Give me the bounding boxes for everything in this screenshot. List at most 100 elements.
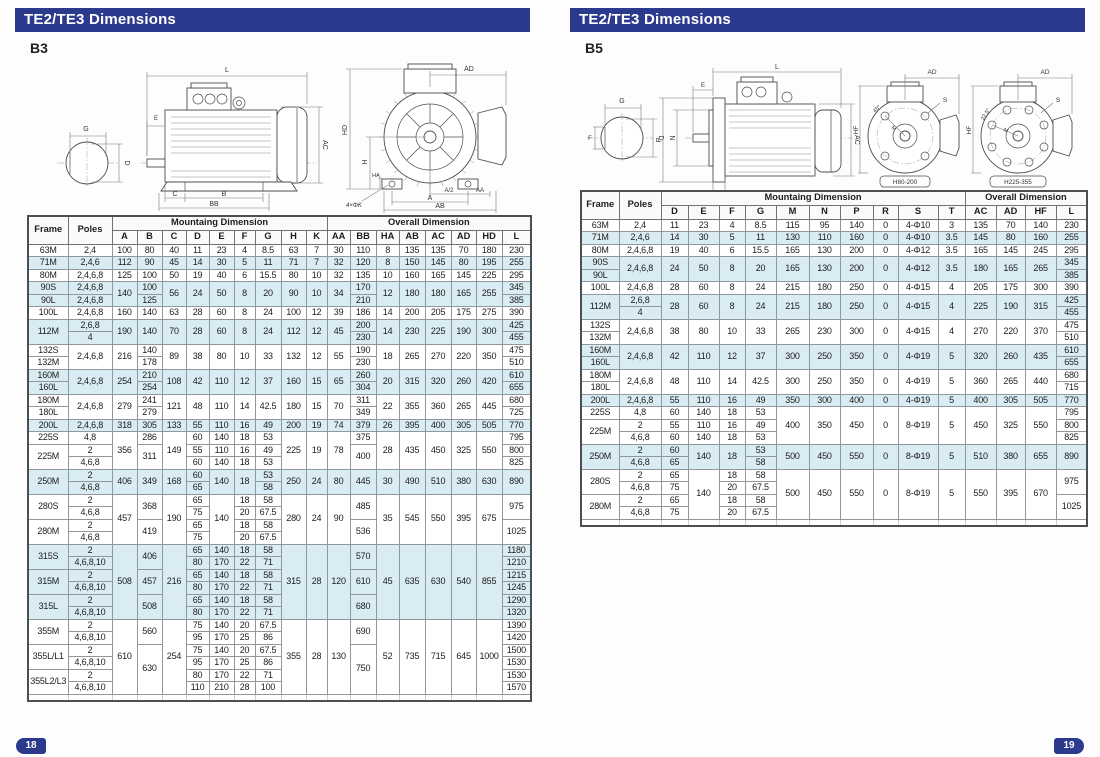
table-cell: 24 — [744, 293, 777, 320]
table-cell: 505 — [475, 418, 503, 432]
table-cell: 11 — [660, 218, 689, 232]
table-cell: 65 — [660, 493, 689, 507]
table-cell: 345 — [501, 281, 532, 295]
table-cell: 10 — [375, 268, 400, 282]
table-cell: 18 — [233, 493, 256, 507]
table-cell: 160L — [27, 381, 69, 395]
table-cell: 254 — [136, 381, 163, 395]
table-cell — [305, 693, 328, 701]
table-cell: 540 — [450, 543, 477, 620]
table-cell: 4,6,8 — [67, 506, 113, 520]
table-cell: 0 — [872, 343, 899, 370]
table-cell: 40 — [687, 243, 720, 257]
table-cell: 45 — [375, 543, 400, 620]
table-cell — [280, 693, 307, 701]
table-cell: 50 — [208, 281, 235, 307]
dim-label-c: C — [172, 191, 177, 198]
dim-label-l: L — [225, 67, 229, 74]
table-cell: 140 — [208, 568, 235, 582]
end-bell — [276, 106, 308, 184]
table-cell: 160 — [280, 368, 307, 395]
table-cell — [1055, 518, 1088, 526]
table-cell: 55 — [660, 418, 689, 432]
table-cell: 610 — [1055, 343, 1088, 357]
page-number-right: 19 — [1054, 738, 1084, 754]
table-cell: 0 — [872, 218, 899, 232]
table-cell: 37 — [254, 368, 282, 395]
table-cell: 2,4,6,8 — [618, 281, 662, 295]
table-cell: 140 — [136, 343, 163, 357]
table-cell: 90L — [27, 293, 69, 307]
table-cell — [660, 518, 689, 526]
end-bell — [814, 109, 842, 173]
table-cell: 20 — [233, 618, 256, 632]
dim-label-d: D — [123, 160, 130, 165]
table-cell: 80 — [208, 343, 235, 370]
table-cell: 355 — [398, 393, 426, 420]
table-cell: 5 — [937, 406, 966, 445]
table-cell: AD — [450, 229, 477, 245]
table-cell: 254 — [111, 368, 138, 395]
table-cell: 655 — [1024, 443, 1057, 470]
table-cell: 18 — [718, 431, 746, 445]
table-cell: 180 — [808, 293, 841, 320]
table-cell: 100 — [280, 306, 307, 320]
table-cell: 95 — [185, 656, 210, 670]
table-cell: 325 — [995, 406, 1026, 445]
table-cell: 975 — [1055, 468, 1088, 495]
table-cell: 510 — [1055, 331, 1088, 345]
table-cell: 63M — [580, 218, 620, 232]
table-cell — [744, 518, 777, 526]
table-cell: 4 — [937, 293, 966, 320]
table-cell: 450 — [808, 443, 841, 470]
table-cell: 390 — [1055, 281, 1088, 295]
table-cell: Mountaing Dimension — [660, 190, 966, 206]
table-cell: Poles — [67, 215, 113, 245]
table-cell: 10 — [718, 318, 746, 345]
table-cell: 40 — [161, 243, 187, 257]
table-cell: 25 — [233, 656, 256, 670]
table-cell: 135 — [424, 243, 452, 257]
table-cell: 311 — [349, 393, 377, 407]
table-cell — [618, 518, 662, 526]
table-cell: 71 — [254, 581, 282, 595]
table-cell: 34 — [326, 281, 351, 307]
table-cell: 350 — [808, 406, 841, 445]
table-cell: 170 — [208, 606, 235, 620]
table-cell: 60 — [185, 468, 210, 482]
table-cell: 160L — [580, 356, 620, 370]
table-cell: 180 — [808, 281, 841, 295]
table-cell: 140 — [687, 468, 720, 520]
table-cell — [254, 693, 282, 701]
table-cell: 71 — [254, 556, 282, 570]
table-cell: 320 — [424, 368, 452, 395]
table-cell: 28 — [305, 543, 328, 620]
table-cell: 20 — [718, 481, 746, 495]
table-cell: 0 — [872, 406, 899, 445]
table-cell: 4 — [67, 331, 113, 345]
flange-caption: H80-200 — [893, 179, 918, 186]
table-cell: 630 — [475, 468, 503, 495]
table-cell: 190 — [995, 293, 1026, 320]
table-cell: 71 — [280, 256, 307, 270]
table-cell: 80 — [326, 468, 351, 495]
table-cell: Overall Dimension — [964, 190, 1088, 206]
table-cell: 80 — [185, 606, 210, 620]
table-cell: 225M — [27, 443, 69, 470]
table-cell: 65 — [185, 568, 210, 582]
table-cell: 550 — [424, 493, 452, 545]
table-cell: 45 — [326, 318, 351, 345]
table-cell: 4-Φ19 — [897, 343, 939, 370]
table-cell: 2,4,6,8 — [67, 268, 113, 282]
table-cell: 2,4,6,8 — [67, 418, 113, 432]
table-cell: 110 — [208, 443, 235, 457]
table-cell: 400 — [839, 393, 874, 407]
table-cell: 58 — [254, 481, 282, 495]
table-cell: 10 — [305, 268, 328, 282]
table-cell: 110 — [208, 393, 235, 420]
table-cell — [208, 693, 235, 701]
table-cell: 53 — [254, 468, 282, 482]
dim-label-ad: AD — [464, 66, 474, 73]
dim-label-ad: AD — [927, 69, 936, 76]
table-cell: 75 — [185, 531, 210, 545]
